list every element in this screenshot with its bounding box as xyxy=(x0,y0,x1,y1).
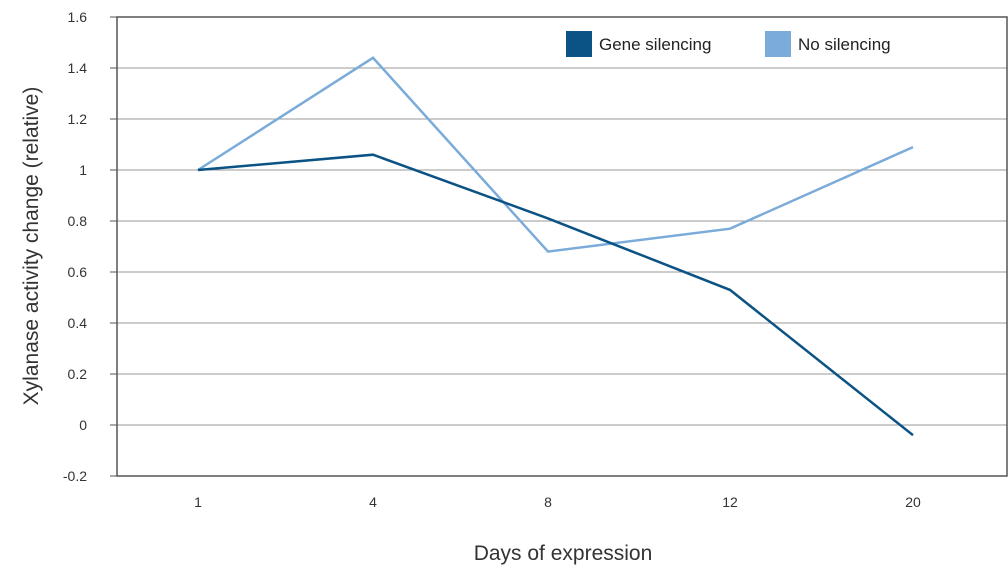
x-tick-label: 8 xyxy=(544,494,552,510)
series-lines xyxy=(197,56,914,437)
x-tick-label: 1 xyxy=(194,494,202,510)
legend-label-no-silencing: No silencing xyxy=(798,35,891,54)
plot-area xyxy=(116,16,1008,477)
y-tick-label: 1.2 xyxy=(68,111,88,127)
y-tick-label: 0.8 xyxy=(68,213,88,229)
y-axis-title: Xylanase activity change (relative) xyxy=(20,87,43,406)
y-tick-label: 0.2 xyxy=(68,366,88,382)
series-line-gene-silencing xyxy=(197,153,914,437)
x-axis-title: Days of expression xyxy=(474,542,653,565)
y-tick-label: 1 xyxy=(79,162,87,178)
y-tick-label: -0.2 xyxy=(63,468,87,484)
y-tick-label: 0.6 xyxy=(68,264,88,280)
y-tick-label: 0.4 xyxy=(68,315,88,331)
x-tick-label: 20 xyxy=(905,494,921,510)
legend-swatch-gene-silencing xyxy=(566,31,592,57)
legend-label-gene-silencing: Gene silencing xyxy=(599,35,711,54)
x-axis-tick-labels: 1 4 8 12 20 xyxy=(194,494,921,510)
y-tick-label: 0 xyxy=(79,417,87,433)
y-axis-tick-labels: 1.6 1.4 1.2 1 0.8 0.6 0.4 0.2 0 -0.2 xyxy=(63,9,117,484)
y-tick-label: 1.4 xyxy=(68,60,88,76)
legend-swatch-no-silencing xyxy=(765,31,791,57)
y-tick-label: 1.6 xyxy=(68,9,88,25)
legend: Gene silencing No silencing xyxy=(566,31,891,57)
series-line-no-silencing xyxy=(197,56,914,253)
x-tick-label: 4 xyxy=(369,494,377,510)
gridlines xyxy=(117,16,1007,477)
x-tick-label: 12 xyxy=(722,494,738,510)
